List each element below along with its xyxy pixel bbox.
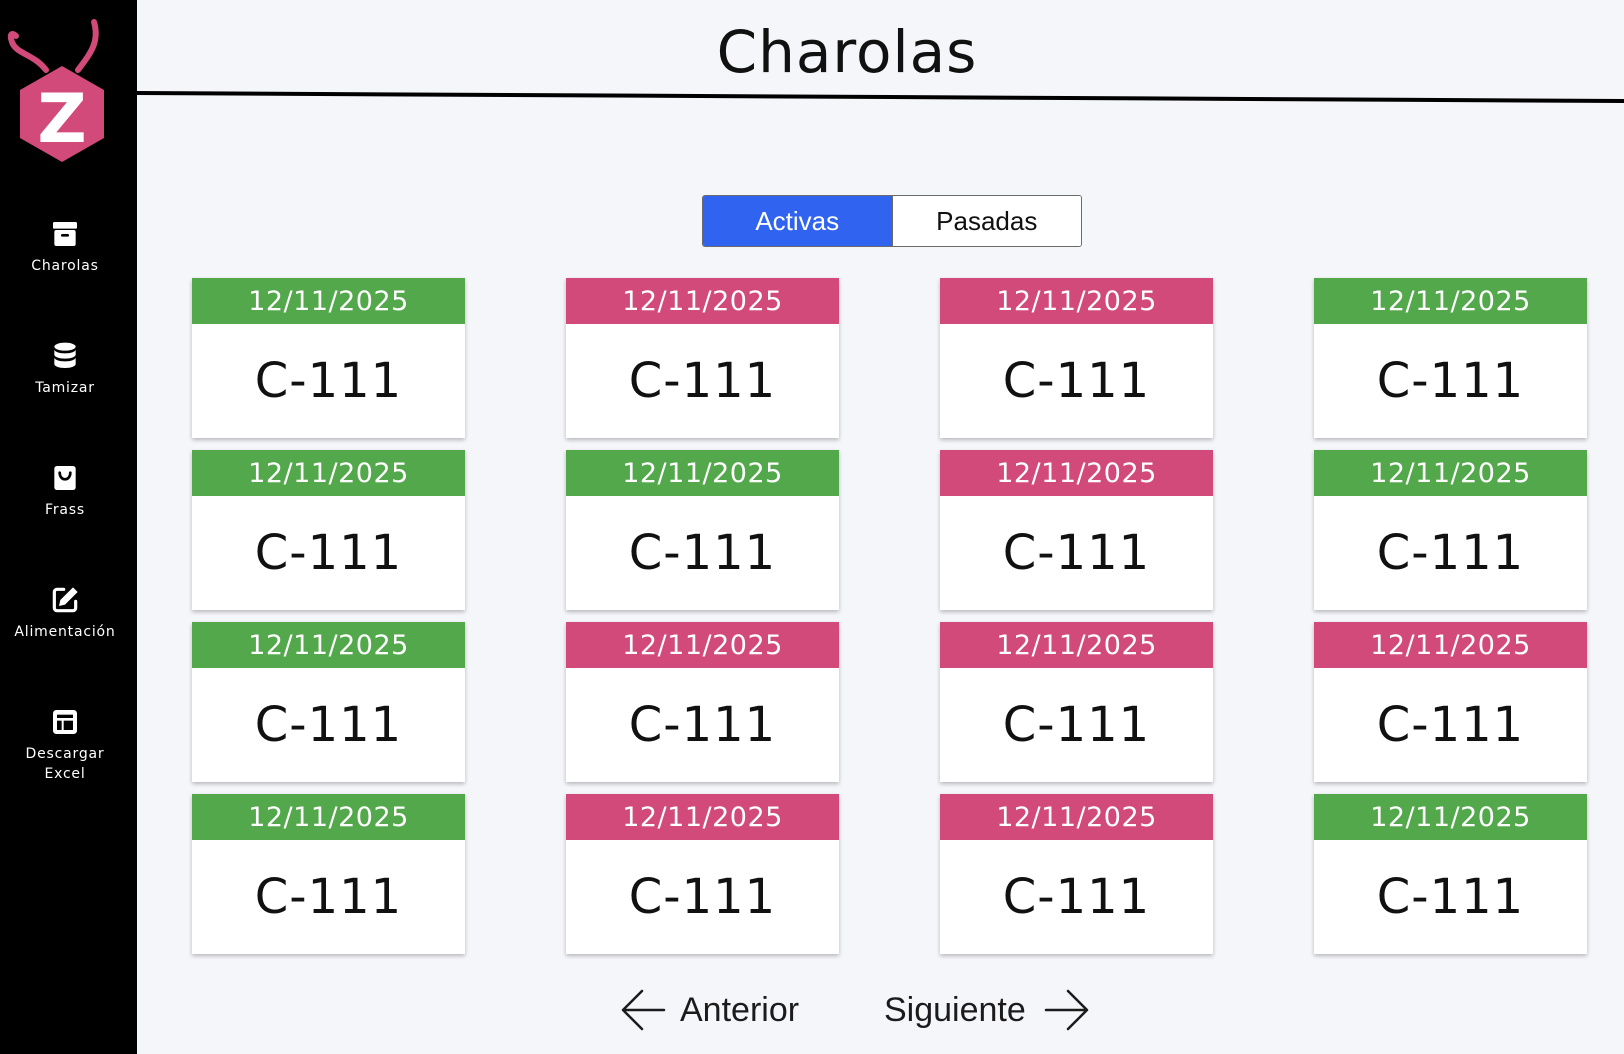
- tray-card-date: 12/11/2025: [566, 278, 839, 324]
- tray-card-date: 12/11/2025: [1314, 794, 1587, 840]
- database-icon: [54, 342, 76, 368]
- tray-card-code: C-111: [254, 869, 403, 925]
- tray-card-date: 12/11/2025: [1314, 622, 1587, 668]
- next-page-label: Siguiente: [884, 990, 1026, 1029]
- tray-card-code: C-111: [1376, 697, 1525, 753]
- tray-card-code: C-111: [628, 697, 777, 753]
- sidebar-item-label: Frass: [45, 502, 85, 518]
- tray-card[interactable]: 12/11/2025 C-111: [192, 794, 465, 954]
- tray-card[interactable]: 12/11/2025 C-111: [940, 622, 1213, 782]
- tray-card-code: C-111: [1002, 697, 1151, 753]
- arrow-left-icon: [621, 989, 666, 1031]
- tray-card-date: 12/11/2025: [940, 278, 1213, 324]
- tray-card-code: C-111: [1376, 869, 1525, 925]
- sidebar-item-alimentacion[interactable]: Alimentación: [0, 584, 130, 642]
- tray-card-date: 12/11/2025: [192, 794, 465, 840]
- tray-card-date: 12/11/2025: [566, 450, 839, 496]
- bag-icon: [54, 466, 76, 490]
- svg-text:Z: Z: [37, 80, 86, 159]
- tray-card[interactable]: 12/11/2025 C-111: [940, 450, 1213, 610]
- table-icon: [53, 710, 77, 734]
- tray-card-code: C-111: [628, 525, 777, 581]
- sidebar-item-charolas[interactable]: Charolas: [0, 218, 130, 276]
- tray-card-date: 12/11/2025: [192, 450, 465, 496]
- tray-card[interactable]: 12/11/2025 C-111: [566, 622, 839, 782]
- logo-icon[interactable]: Z: [6, 14, 118, 164]
- tray-card-date: 12/11/2025: [1314, 278, 1587, 324]
- sidebar-item-frass[interactable]: Frass: [0, 462, 130, 520]
- archive-box-icon: [53, 222, 77, 246]
- page-title: Charolas: [716, 18, 978, 86]
- tray-card-code: C-111: [1002, 869, 1151, 925]
- tray-card-code: C-111: [628, 869, 777, 925]
- tray-card-date: 12/11/2025: [192, 622, 465, 668]
- tray-card[interactable]: 12/11/2025 C-111: [1314, 278, 1587, 438]
- tray-card-code: C-111: [1002, 525, 1151, 581]
- tray-card[interactable]: 12/11/2025 C-111: [192, 622, 465, 782]
- tray-card[interactable]: 12/11/2025 C-111: [566, 450, 839, 610]
- tray-card-date: 12/11/2025: [940, 794, 1213, 840]
- tab-activas[interactable]: Activas: [703, 196, 892, 246]
- tray-card[interactable]: 12/11/2025 C-111: [1314, 450, 1587, 610]
- tray-card-date: 12/11/2025: [566, 794, 839, 840]
- tray-card[interactable]: 12/11/2025 C-111: [566, 278, 839, 438]
- sidebar-item-label: Descargar: [25, 746, 105, 762]
- arrow-right-icon: [1044, 989, 1089, 1031]
- sidebar-item-label: Excel: [44, 766, 86, 782]
- tray-card[interactable]: 12/11/2025 C-111: [566, 794, 839, 954]
- sidebar-item-tamizar[interactable]: Tamizar: [0, 340, 130, 398]
- tray-card-code: C-111: [254, 697, 403, 753]
- tray-card[interactable]: 12/11/2025 C-111: [940, 794, 1213, 954]
- title-divider: [137, 91, 1624, 103]
- tray-card-code: C-111: [628, 353, 777, 409]
- previous-page-button[interactable]: Anterior: [620, 985, 799, 1035]
- tray-card[interactable]: 12/11/2025 C-111: [192, 278, 465, 438]
- tray-card-date: 12/11/2025: [566, 622, 839, 668]
- tray-card-date: 12/11/2025: [192, 278, 465, 324]
- tray-card-code: C-111: [1376, 353, 1525, 409]
- sidebar-item-label: Alimentación: [14, 624, 116, 640]
- tray-card-code: C-111: [1376, 525, 1525, 581]
- edit-icon: [52, 587, 78, 613]
- sidebar-item-label: Charolas: [31, 258, 99, 274]
- sidebar-item-descargar-excel[interactable]: Descargar Excel: [0, 706, 130, 784]
- tray-card[interactable]: 12/11/2025 C-111: [192, 450, 465, 610]
- tray-card-code: C-111: [1002, 353, 1151, 409]
- tab-pasadas[interactable]: Pasadas: [891, 196, 1081, 246]
- sidebar: Z Charolas Tamizar Frass Alimentación: [0, 0, 137, 1054]
- tray-card[interactable]: 12/11/2025 C-111: [1314, 622, 1587, 782]
- tray-card-date: 12/11/2025: [940, 622, 1213, 668]
- tray-card[interactable]: 12/11/2025 C-111: [940, 278, 1213, 438]
- tray-card-date: 12/11/2025: [940, 450, 1213, 496]
- tray-card-date: 12/11/2025: [1314, 450, 1587, 496]
- sidebar-item-label: Tamizar: [35, 380, 95, 396]
- tray-card-code: C-111: [254, 525, 403, 581]
- next-page-button[interactable]: Siguiente: [884, 985, 1090, 1035]
- tray-card[interactable]: 12/11/2025 C-111: [1314, 794, 1587, 954]
- previous-page-label: Anterior: [680, 990, 800, 1029]
- tab-toggle: Activas Pasadas: [702, 195, 1082, 247]
- tray-card-code: C-111: [254, 353, 403, 409]
